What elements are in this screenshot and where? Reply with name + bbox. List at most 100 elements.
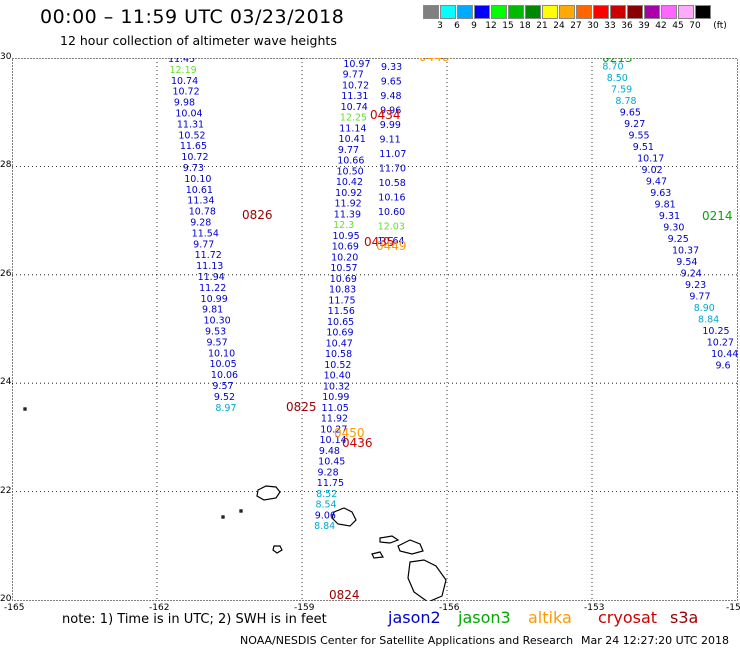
wave-height-value: 10.06 [211, 370, 238, 381]
wave-height-value: 8.70 [602, 62, 623, 73]
wave-height-value: 10.72 [172, 87, 199, 98]
wave-height-value: 10.16 [378, 193, 405, 204]
wave-height-value: 10.69 [332, 242, 359, 253]
colorbar-swatch [440, 5, 456, 19]
longitude-label: -156 [439, 603, 460, 613]
pass-time-label: 0435 [364, 235, 395, 249]
wave-height-value: 8.84 [314, 521, 335, 532]
wave-height-value: 7.59 [611, 85, 632, 96]
colorbar-swatch [695, 5, 711, 19]
wave-height-value: 9.77 [689, 292, 710, 303]
colorbar-swatch [559, 5, 575, 19]
colorbar-tick-label: 24 [553, 21, 565, 31]
wave-height-value: 9.81 [655, 200, 676, 211]
wave-height-value: 10.74 [341, 102, 368, 113]
wave-height-value: 10.52 [178, 130, 205, 141]
colorbar-swatch [457, 5, 473, 19]
wave-height-value: 10.66 [337, 156, 364, 167]
wave-height-value: 9.28 [317, 467, 338, 478]
wave-height-value: 10.52 [324, 360, 351, 371]
wave-height-value: 11.31 [177, 119, 204, 130]
footer-note: note: 1) Time is in UTC; 2) SWH is in fe… [62, 612, 327, 627]
legend-entry-jason3: jason3 [458, 608, 511, 627]
wave-height-value: 12.19 [169, 65, 196, 76]
pass-time-label: 0436 [342, 436, 373, 450]
legend-entry-cryosat: cryosat [598, 608, 658, 627]
wave-height-value: 10.95 [332, 231, 359, 242]
wave-height-map: 11.4512.1910.7410.729.9810.0411.3110.521… [12, 58, 738, 601]
wave-height-value: 9.53 [205, 327, 226, 338]
wave-height-value: 10.20 [331, 252, 358, 263]
colorbar-swatch [576, 5, 592, 19]
colorbar-tick-label: 45 [672, 21, 684, 31]
wave-height-value: 9.48 [380, 91, 401, 102]
colorbar-tick-label: 3 [437, 21, 443, 31]
wave-height-value: 9.65 [381, 77, 402, 88]
wave-height-value: 10.42 [336, 177, 363, 188]
wave-height-value: 11.34 [187, 196, 214, 207]
wave-height-value: 9.27 [624, 119, 645, 130]
wave-height-value: 11.05 [322, 403, 349, 414]
wave-height-value: 9.31 [659, 211, 680, 222]
wave-height-value: 9.77 [338, 145, 359, 156]
latitude-label: 28 [0, 160, 12, 171]
wave-height-value: 11.56 [328, 306, 355, 317]
colorbar-swatch [474, 5, 490, 19]
wave-height-value: 10.25 [702, 326, 729, 337]
colorbar-swatch [661, 5, 677, 19]
wave-height-value: 10.61 [186, 185, 213, 196]
colorbar-tick-label: 15 [502, 21, 514, 31]
latitude-label: 20 [0, 594, 12, 604]
colorbar-tick-label: 30 [587, 21, 599, 31]
pass-time-label: 0214 [702, 209, 733, 223]
pass-time-label: 0825 [286, 400, 317, 414]
map-border [12, 58, 738, 601]
wave-height-value: 8.50 [607, 73, 628, 84]
latitude-label: 22 [0, 485, 12, 496]
wave-height-value: 10.69 [330, 274, 357, 285]
pass-time-label: 0826 [242, 208, 273, 222]
colorbar-tick-label: 9 [471, 21, 477, 31]
wave-height-value: 9.73 [183, 163, 204, 174]
wave-height-value: 8.78 [615, 96, 636, 107]
pass-time-label: 0434 [381, 58, 412, 61]
colorbar-swatch [491, 5, 507, 19]
pass-time-label: 0213 [602, 58, 633, 65]
wave-height-value: 10.17 [637, 154, 664, 165]
wave-height-value: 9.51 [633, 142, 654, 153]
wave-height-value: 10.44 [711, 349, 738, 360]
island-outline [239, 509, 243, 513]
wave-height-value: 8.97 [215, 403, 236, 414]
wave-height-value: 9.47 [646, 177, 667, 188]
wave-height-value: 10.69 [326, 328, 353, 339]
longitude-label: -162 [149, 603, 170, 613]
wave-height-value: 9.99 [380, 120, 401, 131]
wave-height-value: 10.60 [378, 207, 405, 218]
longitude-label: -159 [294, 603, 315, 613]
colorbar-swatch [508, 5, 524, 19]
colorbar-tick-label: 42 [655, 21, 667, 31]
colorbar-swatch [627, 5, 643, 19]
wave-height-value: 10.45 [318, 457, 345, 468]
wave-height-value: 9.96 [380, 106, 401, 117]
page-subtitle: 12 hour collection of altimeter wave hei… [60, 33, 337, 48]
island-outline [407, 559, 447, 601]
wave-height-value: 11.54 [192, 228, 219, 239]
wave-height-value: 9.02 [642, 165, 663, 176]
colorbar-swatch [593, 5, 609, 19]
colorbar-tick-label: 6 [454, 21, 460, 31]
wave-height-value: 11.75 [317, 478, 344, 489]
wave-height-value: 12.03 [378, 222, 405, 233]
island-outline [371, 551, 384, 559]
wave-height-value: 12.25 [340, 113, 367, 124]
wave-height-value: 10.30 [204, 316, 231, 327]
wave-height-value: 11.07 [379, 149, 406, 160]
wave-height-value: 10.97 [343, 59, 370, 70]
wave-height-value: 10.58 [379, 178, 406, 189]
wave-height-value: 9.65 [620, 108, 641, 119]
wave-height-value: 10.40 [324, 371, 351, 382]
colorbar-unit-label: (ft) [713, 21, 727, 31]
wave-height-value: 11.75 [328, 295, 355, 306]
wave-height-value: 9.06 [315, 510, 336, 521]
colorbar-swatch [610, 5, 626, 19]
